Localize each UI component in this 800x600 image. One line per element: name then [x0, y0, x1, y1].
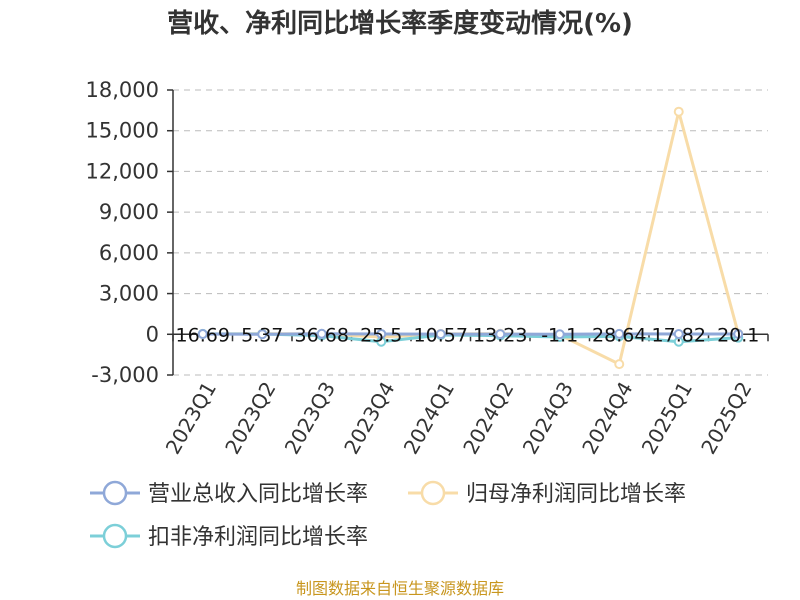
x-tick-label: 2023Q3	[280, 378, 340, 459]
x-tick-label: 2024Q2	[458, 378, 518, 459]
data-point[interactable]	[376, 328, 387, 339]
data-point[interactable]	[197, 329, 208, 340]
data-point[interactable]	[614, 359, 625, 370]
data-label: 13.23	[473, 324, 527, 346]
data-label: 17.82	[652, 324, 706, 346]
legend-swatch-marker	[420, 480, 446, 506]
data-label: 25.5	[360, 324, 402, 346]
chart-title: 营收、净利同比增长率季度变动情况(%)	[167, 8, 633, 39]
legend-item[interactable]: 营业总收入同比增长率	[90, 480, 368, 507]
series-group	[197, 106, 744, 370]
x-tick-label: 2024Q1	[399, 378, 459, 459]
source-note: 制图数据来自恒生聚源数据库	[296, 579, 504, 598]
y-axis: 18,000 15,000 12,000 9,000 6,000 3,000 0 -3,000	[86, 78, 174, 387]
data-label: 10.57	[414, 324, 468, 346]
y-tick-label: 12,000	[86, 159, 159, 183]
data-label: 28.64	[592, 324, 646, 346]
y-tick-label: -3,000	[91, 363, 159, 387]
y-tick-label: 18,000	[86, 78, 159, 102]
y-tick-label: 9,000	[99, 200, 159, 224]
x-tick-label: 2025Q2	[696, 378, 756, 459]
x-axis: 2023Q1 2023Q2 2023Q3 2023Q4 2024Q1 2024Q2 2024…	[161, 333, 769, 459]
data-point[interactable]	[495, 329, 506, 340]
x-tick-label: 2025Q1	[637, 378, 697, 459]
data-point[interactable]	[733, 329, 744, 340]
y-tick-label: 3,000	[99, 282, 159, 306]
data-label: 16.69	[176, 324, 230, 346]
y-tick-label: 15,000	[86, 119, 159, 143]
legend-label: 扣非净利润同比增长率	[148, 525, 368, 550]
legend-item[interactable]: 扣非净利润同比增长率	[90, 523, 368, 550]
x-tick-label: 2023Q2	[220, 378, 280, 459]
series-line	[202, 332, 739, 336]
y-tick-label: 0	[146, 322, 159, 346]
legend-swatch-marker	[102, 480, 128, 506]
legend-item[interactable]: 归母净利润同比增长率	[408, 480, 686, 507]
legend-label: 归母净利润同比增长率	[466, 482, 686, 507]
data-label: 20.1	[717, 324, 759, 346]
data-point[interactable]	[614, 328, 625, 339]
data-label: -1.1	[541, 324, 578, 346]
data-label: 36.68	[295, 324, 349, 346]
data-labels: 16.69 5.37 36.68 25.5 10.57 13.23 -1.1 28.64 17.…	[176, 324, 760, 346]
x-tick-label: 2023Q4	[339, 378, 399, 459]
data-label: 5.37	[241, 324, 283, 346]
legend-swatch-marker	[102, 523, 128, 549]
x-tick-label: 2023Q1	[161, 378, 221, 459]
data-point[interactable]	[316, 328, 327, 339]
data-point[interactable]	[673, 106, 684, 117]
x-tick-label: 2024Q3	[518, 378, 578, 459]
data-point[interactable]	[673, 329, 684, 340]
x-tick-label: 2024Q4	[577, 378, 637, 459]
data-point[interactable]	[554, 329, 565, 340]
legend-label: 营业总收入同比增长率	[148, 482, 368, 507]
y-tick-label: 6,000	[99, 241, 159, 265]
data-point[interactable]	[257, 329, 268, 340]
data-point[interactable]	[435, 329, 446, 340]
